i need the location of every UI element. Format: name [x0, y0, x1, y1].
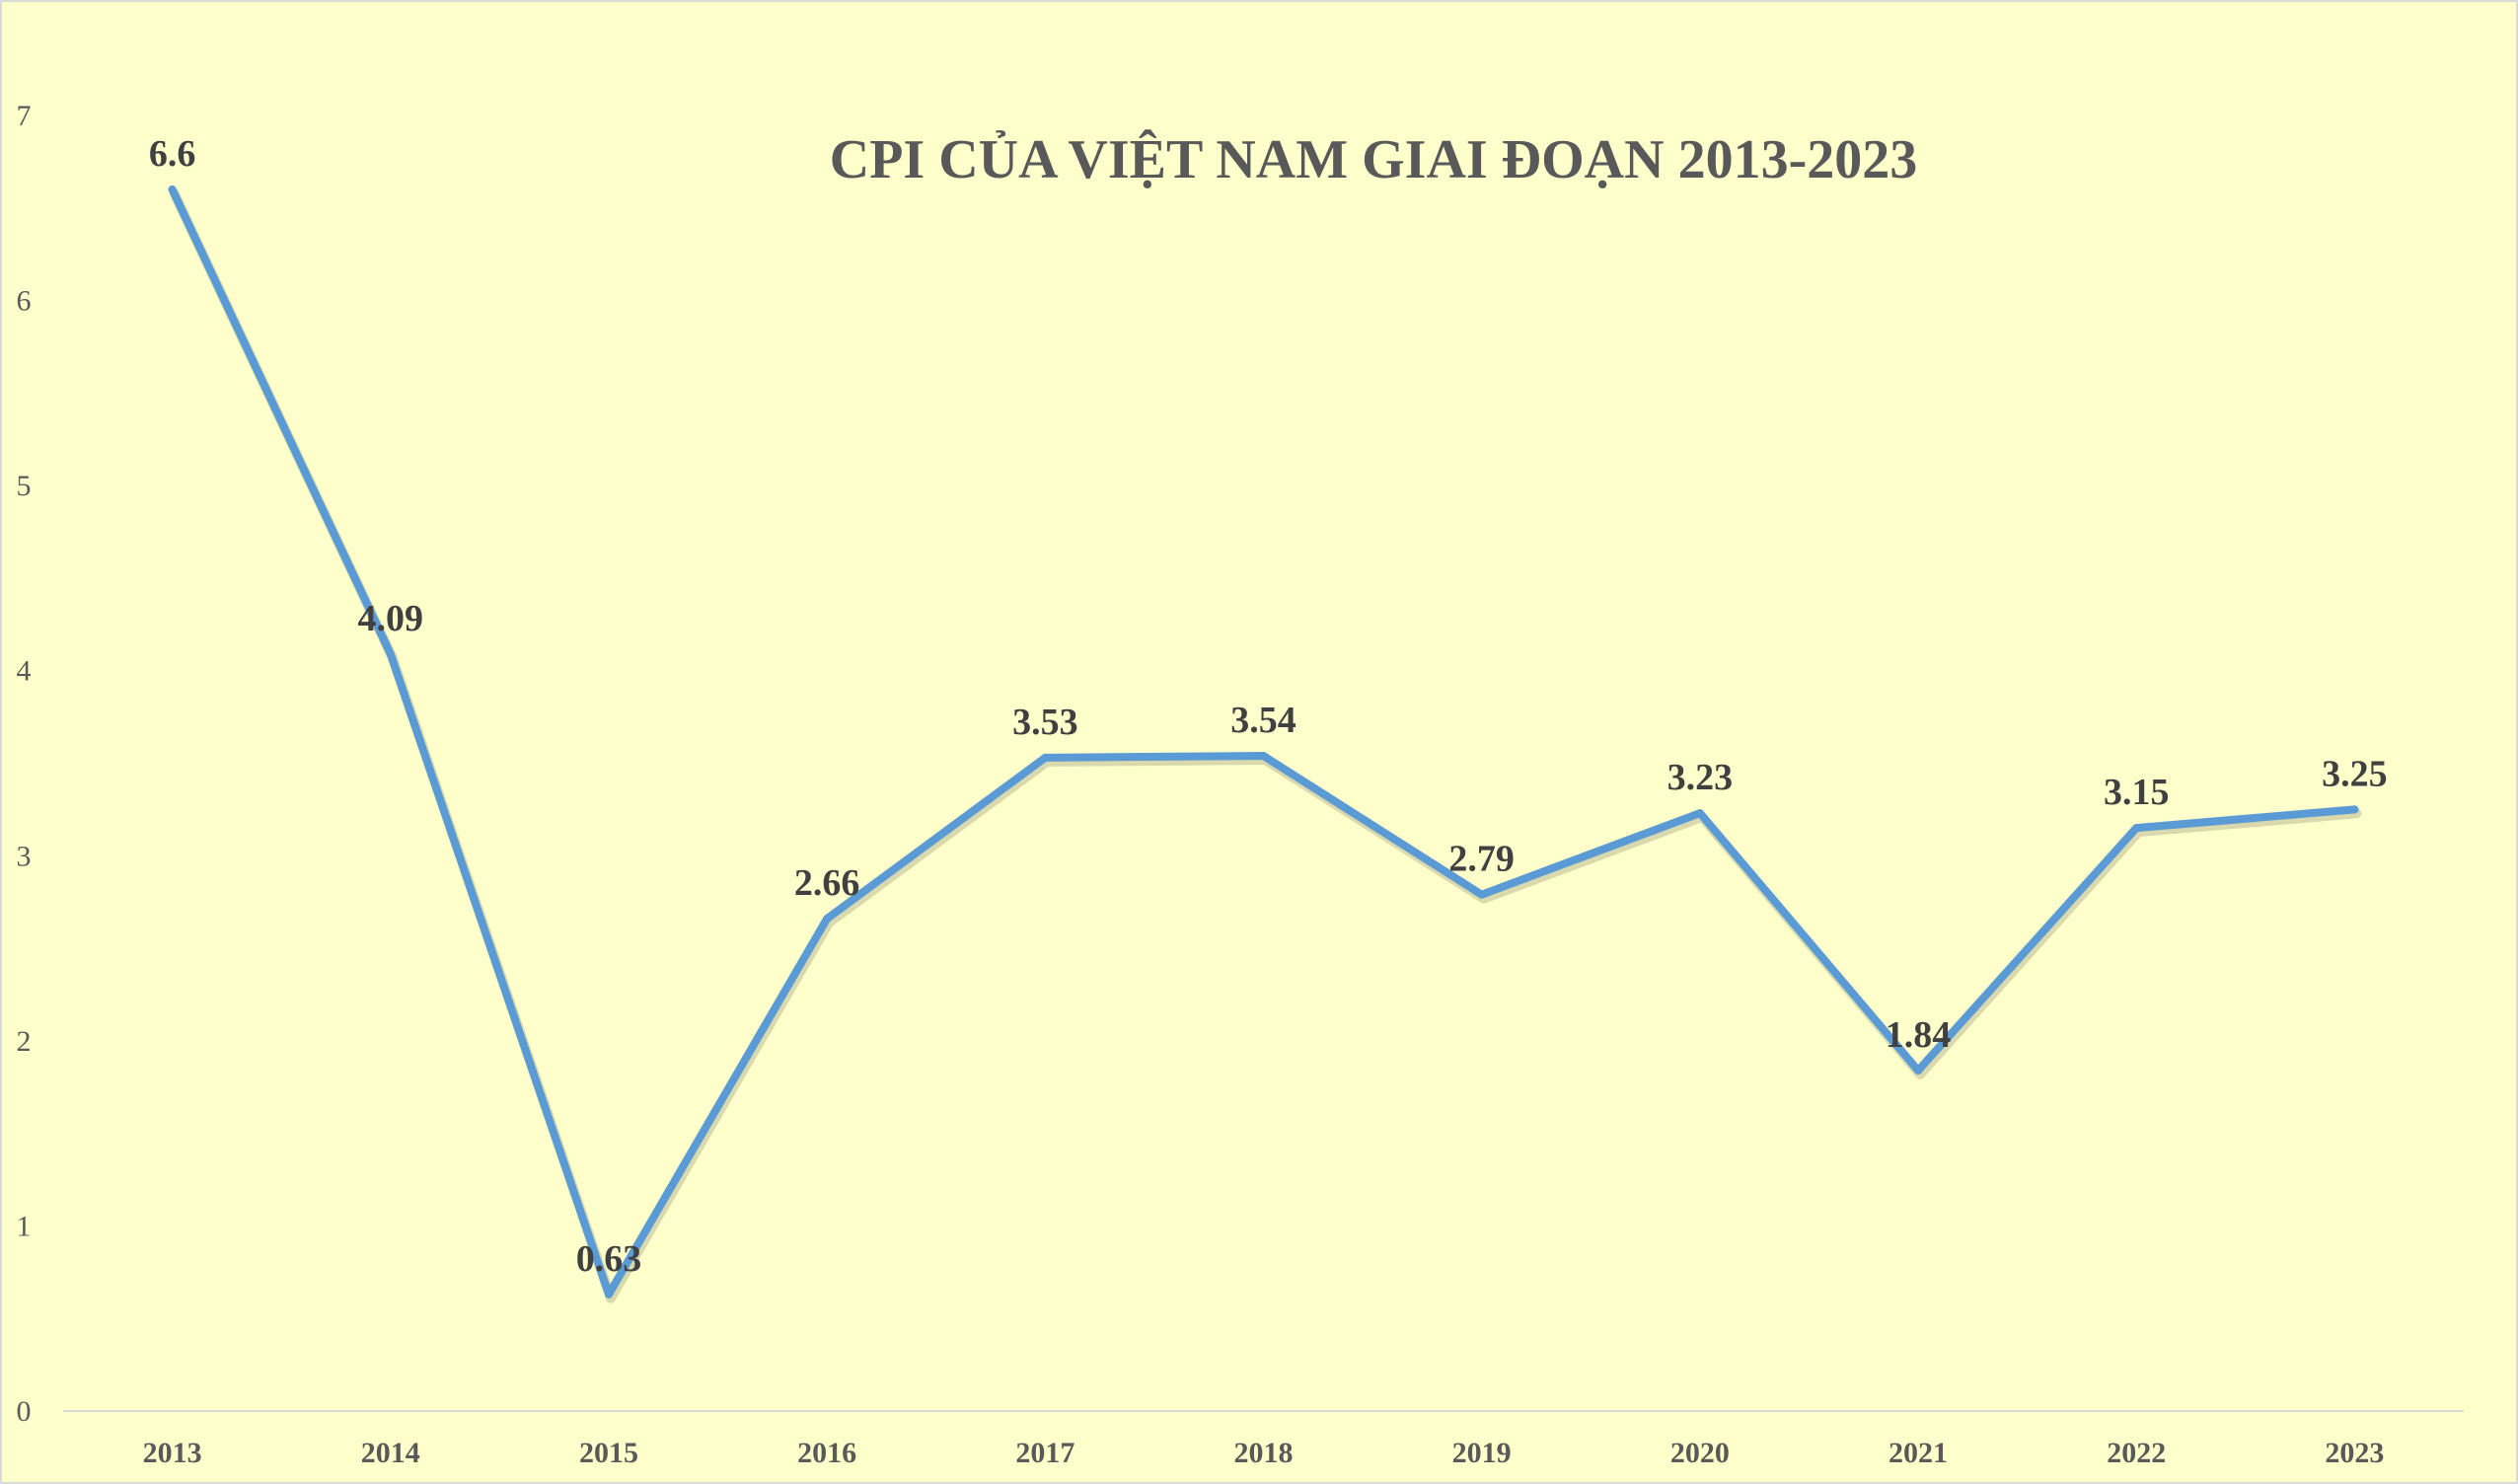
data-label-layer: 6.6 4.09 0.63 2.66 3.53 3.54 2.79 3.23 1.84 3.15 3…: [149, 133, 2388, 1280]
series-layer: [168, 186, 2362, 1303]
data-label: 6.6: [149, 133, 196, 175]
data-label: 4.09: [358, 598, 424, 639]
data-point: [1477, 890, 1486, 899]
y-tick-label: 6: [17, 285, 32, 318]
data-point: [1914, 1066, 1923, 1075]
data-label: 3.54: [1230, 700, 1296, 741]
chart-title: CPI CỦA VIỆT NAM GIAI ĐOẠN 2013-2023: [830, 128, 1917, 190]
data-label: 3.25: [2322, 753, 2388, 794]
x-tick-label: 2016: [797, 1437, 856, 1469]
y-tick-label: 5: [17, 470, 32, 502]
x-tick-label: 2017: [1015, 1437, 1074, 1469]
data-point: [823, 915, 832, 924]
x-tick-label: 2019: [1452, 1437, 1512, 1469]
y-tick-label: 7: [17, 100, 32, 132]
data-label: 0.63: [576, 1238, 642, 1280]
x-tick-label: 2023: [2325, 1437, 2384, 1469]
data-point: [1259, 751, 1268, 760]
y-tick-label: 2: [17, 1025, 32, 1058]
y-tick-label: 3: [17, 840, 32, 872]
x-tick-label: 2022: [2107, 1437, 2166, 1469]
x-tick-label: 2021: [1888, 1437, 1948, 1469]
data-point: [1041, 753, 1050, 762]
data-label: 3.23: [1667, 757, 1734, 798]
x-tick-label: 2014: [361, 1437, 420, 1469]
series-line: [168, 186, 2359, 1298]
x-tick-label: 2020: [1670, 1437, 1730, 1469]
data-point: [386, 649, 395, 658]
y-tick-label: 0: [17, 1395, 32, 1428]
data-point: [1695, 809, 1704, 818]
axis-layer: 0 1 2 3 4 5 6 7 2013 2014 2015 2016 2017 2018 2019 2020…: [17, 100, 2464, 1469]
data-point: [2350, 805, 2359, 814]
data-label: 3.15: [2104, 772, 2170, 813]
data-label: 2.79: [1448, 839, 1515, 880]
x-tick-label: 2015: [579, 1437, 638, 1469]
data-label: 1.84: [1886, 1014, 1952, 1056]
y-tick-label: 4: [17, 655, 32, 688]
y-tick-label: 1: [17, 1210, 32, 1242]
data-label: 3.53: [1012, 702, 1078, 743]
data-label: 2.66: [794, 862, 860, 904]
data-point: [2132, 824, 2141, 833]
data-point: [604, 1290, 613, 1298]
data-point: [168, 186, 177, 194]
series-line-shadow: [169, 188, 2362, 1303]
x-tick-label: 2018: [1234, 1437, 1294, 1469]
x-tick-label: 2013: [143, 1437, 202, 1469]
